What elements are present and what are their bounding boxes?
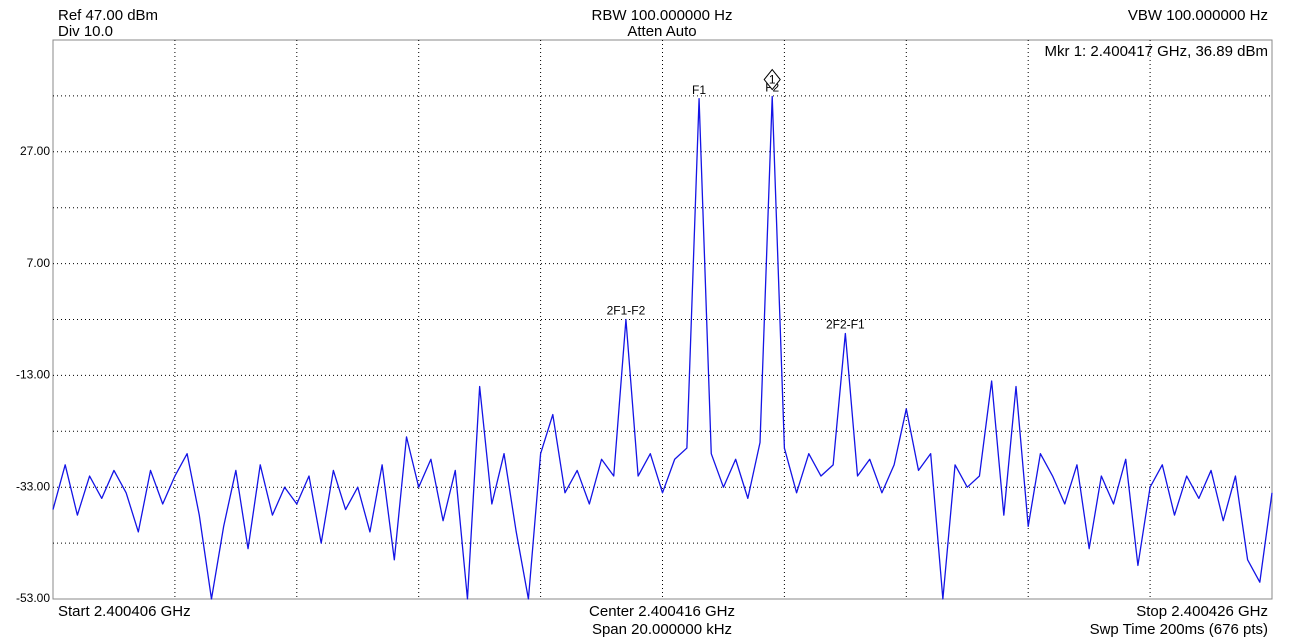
y-tick-label: -53.00 — [16, 591, 50, 605]
div: Div 10.0 — [58, 23, 113, 40]
sweep-time: Swp Time 200ms (676 pts) — [1090, 621, 1268, 638]
y-tick-label: -33.00 — [16, 479, 50, 493]
trace — [52, 95, 1273, 600]
vbw: VBW 100.000000 Hz — [1128, 7, 1268, 24]
peak-label: 2F2-F1 — [826, 318, 865, 332]
peak-label: F1 — [692, 83, 706, 97]
marker-diamond — [763, 68, 781, 91]
ref-level: Ref 47.00 dBm — [58, 7, 158, 24]
y-tick-label: 7.00 — [27, 256, 51, 270]
start-freq: Start 2.400406 GHz — [58, 603, 191, 620]
span: Span 20.000000 kHz — [592, 621, 732, 638]
peak-label: 2F1-F2 — [607, 304, 646, 318]
y-tick-label: 27.00 — [20, 144, 50, 158]
atten: Atten Auto — [627, 23, 696, 40]
marker-label: 1 — [769, 73, 776, 87]
marker-readout: Mkr 1: 2.400417 GHz, 36.89 dBm — [1045, 43, 1268, 60]
center-freq: Center 2.400416 GHz — [589, 603, 735, 620]
rbw: RBW 100.000000 Hz — [592, 7, 733, 24]
y-tick-label: -13.00 — [16, 368, 50, 382]
stop-freq: Stop 2.400426 GHz — [1136, 603, 1268, 620]
